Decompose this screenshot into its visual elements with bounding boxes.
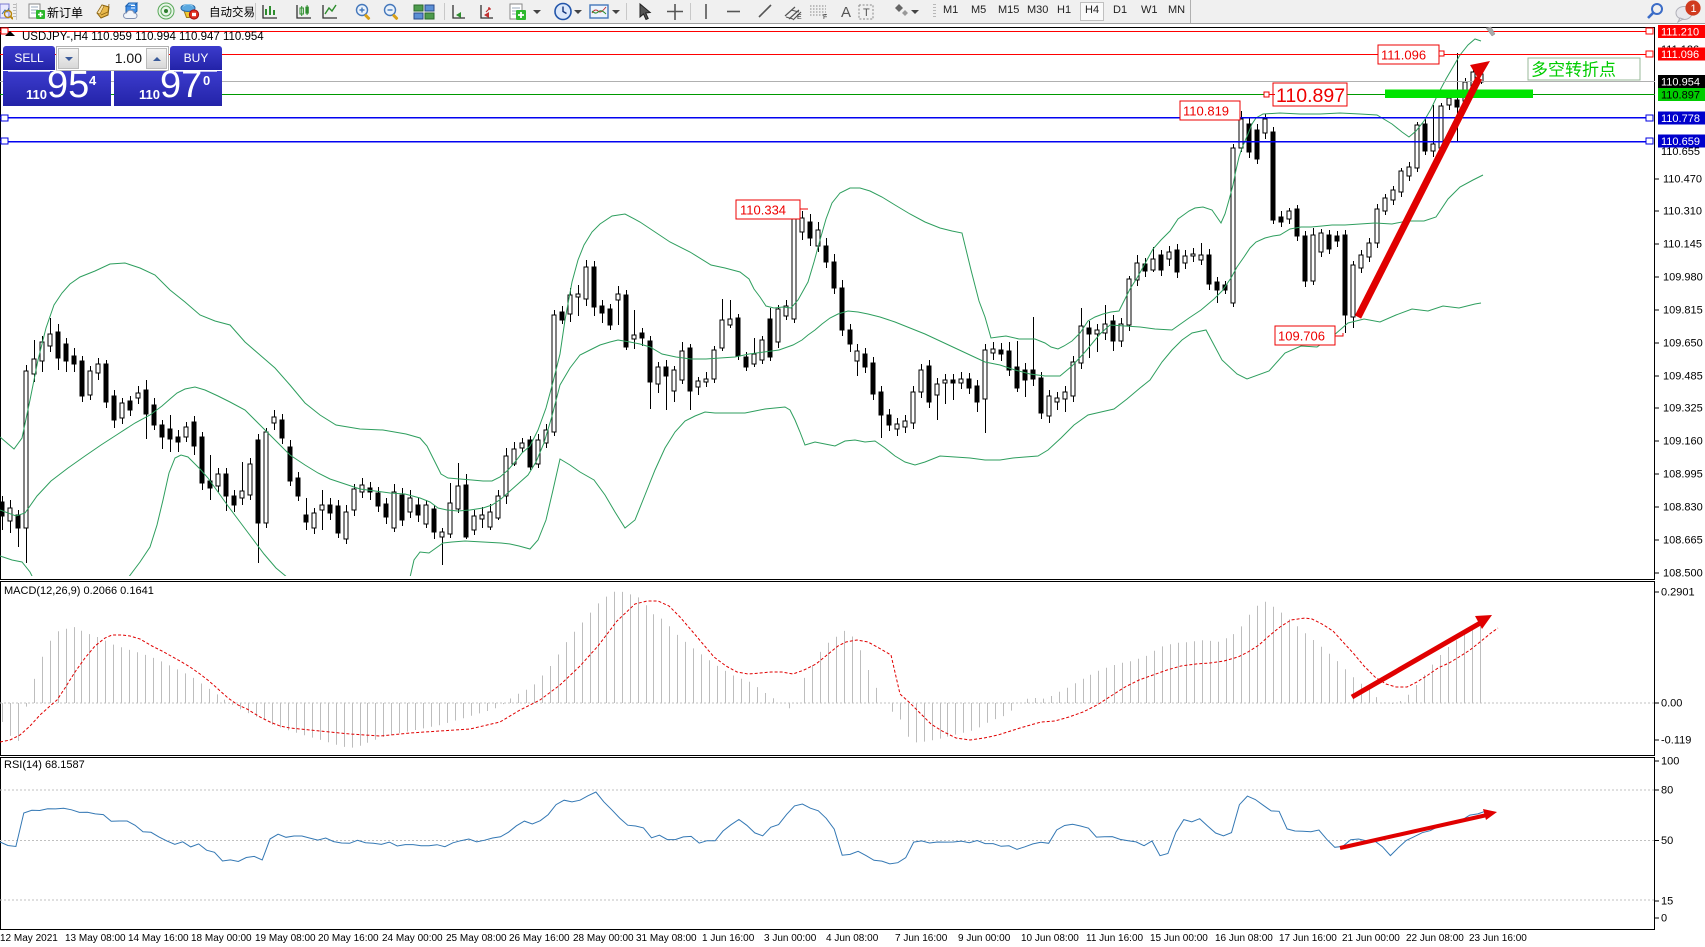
svg-text:111.210: 111.210 — [1661, 27, 1699, 39]
svg-text:4 Jun 08:00: 4 Jun 08:00 — [826, 933, 879, 944]
svg-text:109.325: 109.325 — [1663, 403, 1703, 415]
svg-text:109.706: 109.706 — [1278, 329, 1325, 344]
svg-text:A: A — [841, 4, 851, 21]
svg-text:25 May 08:00: 25 May 08:00 — [446, 933, 507, 944]
svg-text:110.659: 110.659 — [1661, 136, 1700, 148]
svg-text:RSI(14) 68.1587: RSI(14) 68.1587 — [4, 759, 85, 771]
svg-text:15: 15 — [1661, 896, 1673, 908]
svg-text:MACD(12,26,9) 0.2066 0.1641: MACD(12,26,9) 0.2066 0.1641 — [4, 585, 154, 597]
svg-text:-0.119: -0.119 — [1661, 735, 1691, 747]
svg-text:17 Jun 16:00: 17 Jun 16:00 — [1279, 933, 1337, 944]
svg-text:110.655: 110.655 — [1661, 146, 1700, 158]
svg-text:T: T — [863, 7, 870, 19]
svg-text:110.470: 110.470 — [1663, 174, 1702, 186]
svg-text:13 May 08:00: 13 May 08:00 — [65, 933, 126, 944]
svg-text:F: F — [823, 14, 827, 21]
svg-text:31 May 08:00: 31 May 08:00 — [636, 933, 697, 944]
svg-text:19 May 08:00: 19 May 08:00 — [255, 933, 316, 944]
svg-text:22 Jun 08:00: 22 Jun 08:00 — [1406, 933, 1464, 944]
svg-text:108.830: 108.830 — [1663, 502, 1703, 514]
svg-text:多空转折点: 多空转折点 — [1531, 61, 1616, 80]
svg-text:26 May 16:00: 26 May 16:00 — [509, 933, 570, 944]
svg-text:21 Jun 00:00: 21 Jun 00:00 — [1342, 933, 1400, 944]
svg-text:7 Jun 16:00: 7 Jun 16:00 — [895, 933, 948, 944]
svg-text:18 May 00:00: 18 May 00:00 — [191, 933, 252, 944]
svg-text:14 May 16:00: 14 May 16:00 — [128, 933, 189, 944]
svg-text:3 Jun 00:00: 3 Jun 00:00 — [764, 933, 817, 944]
svg-text:109.980: 109.980 — [1663, 272, 1703, 284]
svg-text:10 Jun 08:00: 10 Jun 08:00 — [1021, 933, 1079, 944]
svg-text:28 May 00:00: 28 May 00:00 — [573, 933, 634, 944]
svg-text:110.310: 110.310 — [1663, 206, 1702, 218]
svg-text:1 Jun 16:00: 1 Jun 16:00 — [702, 933, 755, 944]
svg-text:108.500: 108.500 — [1663, 568, 1703, 580]
svg-text:110.819: 110.819 — [1183, 104, 1229, 119]
svg-text:110.778: 110.778 — [1661, 113, 1700, 125]
svg-text:50: 50 — [1661, 835, 1673, 847]
svg-text:0: 0 — [1661, 913, 1667, 925]
svg-text:80: 80 — [1661, 785, 1673, 797]
svg-text:20 May 16:00: 20 May 16:00 — [318, 933, 379, 944]
svg-text:109.160: 109.160 — [1663, 436, 1703, 448]
svg-text:9 Jun 00:00: 9 Jun 00:00 — [958, 933, 1011, 944]
svg-text:109.650: 109.650 — [1663, 338, 1703, 350]
svg-text:24 May 00:00: 24 May 00:00 — [382, 933, 443, 944]
svg-text:110.954: 110.954 — [1661, 77, 1700, 89]
svg-text:111.096: 111.096 — [1381, 48, 1426, 63]
svg-text:109.485: 109.485 — [1663, 371, 1703, 383]
svg-text:110.334: 110.334 — [740, 203, 786, 218]
svg-text:12 May 2021: 12 May 2021 — [0, 933, 58, 944]
svg-text:16 Jun 08:00: 16 Jun 08:00 — [1215, 933, 1273, 944]
svg-text:109.815: 109.815 — [1663, 305, 1703, 317]
svg-text:1: 1 — [1691, 3, 1697, 15]
svg-text:USDJPY-,H4 110.959 110.994 11: USDJPY-,H4 110.959 110.994 110.947 110.9… — [22, 31, 264, 43]
svg-text:15 Jun 00:00: 15 Jun 00:00 — [1150, 933, 1208, 944]
svg-text:110.145: 110.145 — [1663, 239, 1702, 251]
svg-text:0.00: 0.00 — [1661, 698, 1682, 710]
svg-text:110.897: 110.897 — [1661, 90, 1700, 102]
svg-text:0.2901: 0.2901 — [1661, 587, 1695, 599]
svg-text:23 Jun 16:00: 23 Jun 16:00 — [1469, 933, 1527, 944]
svg-text:111.096: 111.096 — [1661, 49, 1699, 61]
svg-text:108.665: 108.665 — [1663, 535, 1703, 547]
svg-text:110.897: 110.897 — [1276, 85, 1345, 107]
svg-text:11 Jun 16:00: 11 Jun 16:00 — [1086, 933, 1144, 944]
svg-text:100: 100 — [1661, 756, 1679, 768]
svg-text:E: E — [797, 14, 802, 21]
svg-text:108.995: 108.995 — [1663, 469, 1703, 481]
